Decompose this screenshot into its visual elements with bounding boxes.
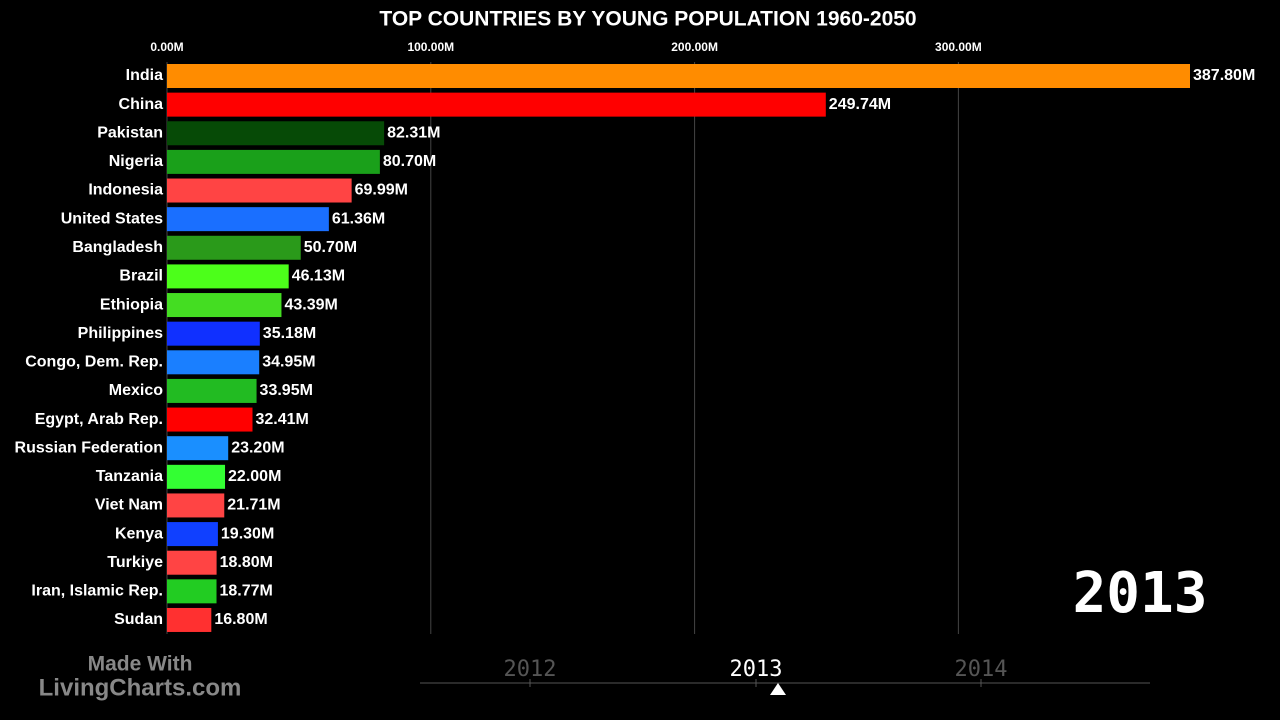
bar bbox=[167, 64, 1190, 88]
bar bbox=[167, 207, 329, 232]
y-tick-label: Iran, Islamic Rep. bbox=[31, 583, 163, 600]
chart-title: TOP COUNTRIES BY YOUNG POPULATION 1960-2… bbox=[379, 8, 916, 31]
y-tick-label: Turkiye bbox=[107, 554, 163, 571]
timeline-label: 2014 bbox=[955, 657, 1008, 682]
value-label: 34.95M bbox=[262, 354, 315, 371]
value-label: 50.70M bbox=[304, 239, 357, 256]
bar bbox=[167, 293, 282, 318]
value-label: 249.74M bbox=[829, 96, 891, 113]
x-tick-label: 100.00M bbox=[407, 40, 454, 54]
value-label: 18.77M bbox=[220, 583, 273, 600]
y-tick-label: Egypt, Arab Rep. bbox=[35, 411, 163, 428]
y-tick-label: Philippines bbox=[78, 325, 163, 342]
y-tick-label: United States bbox=[61, 210, 163, 227]
y-tick-label: Bangladesh bbox=[72, 239, 163, 256]
x-tick-label: 0.00M bbox=[150, 40, 183, 54]
value-label: 82.31M bbox=[387, 124, 440, 141]
bar bbox=[167, 178, 352, 203]
value-label: 35.18M bbox=[263, 325, 316, 342]
bar bbox=[167, 321, 260, 346]
y-tick-label: Nigeria bbox=[109, 153, 163, 170]
bar bbox=[167, 149, 380, 174]
y-tick-label: Congo, Dem. Rep. bbox=[25, 354, 163, 371]
y-tick-label: Indonesia bbox=[88, 182, 163, 199]
bar bbox=[167, 264, 289, 289]
value-label: 69.99M bbox=[355, 182, 408, 199]
bar bbox=[167, 522, 218, 547]
bar bbox=[167, 407, 253, 432]
y-tick-label: Kenya bbox=[115, 525, 163, 542]
value-label: 16.80M bbox=[214, 611, 267, 628]
x-tick-label: 300.00M bbox=[935, 40, 982, 54]
bar bbox=[167, 607, 212, 632]
value-label: 43.39M bbox=[284, 296, 337, 313]
value-label: 32.41M bbox=[255, 411, 308, 428]
value-label: 80.70M bbox=[383, 153, 436, 170]
watermark: Made With bbox=[88, 653, 193, 676]
value-label: 18.80M bbox=[220, 554, 273, 571]
y-tick-label: Ethiopia bbox=[100, 296, 163, 313]
y-tick-label: Brazil bbox=[119, 268, 163, 285]
value-label: 387.80M bbox=[1193, 67, 1255, 84]
bar bbox=[167, 235, 301, 260]
bar bbox=[167, 493, 225, 518]
y-tick-label: Mexico bbox=[109, 382, 163, 399]
watermark: LivingCharts.com bbox=[39, 674, 242, 701]
year-label: 2013 bbox=[1073, 561, 1208, 626]
bar bbox=[167, 579, 217, 604]
y-tick-label: Pakistan bbox=[97, 124, 163, 141]
y-tick-label: Viet Nam bbox=[95, 497, 163, 514]
timeline-label: 2013 bbox=[730, 657, 783, 682]
value-label: 21.71M bbox=[227, 497, 280, 514]
y-tick-label: Tanzania bbox=[96, 468, 163, 485]
bar bbox=[167, 378, 257, 403]
value-label: 33.95M bbox=[260, 382, 313, 399]
value-label: 23.20M bbox=[231, 439, 284, 456]
value-label: 22.00M bbox=[228, 468, 281, 485]
x-tick-label: 200.00M bbox=[671, 40, 718, 54]
y-tick-label: Russian Federation bbox=[15, 439, 163, 456]
bar bbox=[167, 350, 260, 375]
y-tick-label: China bbox=[119, 96, 164, 113]
value-label: 61.36M bbox=[332, 210, 385, 227]
bar bbox=[167, 92, 826, 117]
y-tick-label: India bbox=[126, 67, 163, 84]
bar bbox=[167, 464, 226, 489]
timeline-marker bbox=[770, 683, 786, 695]
bar bbox=[167, 121, 385, 146]
bar bbox=[167, 436, 229, 461]
y-tick-label: Sudan bbox=[114, 611, 163, 628]
value-label: 19.30M bbox=[221, 525, 274, 542]
timeline-label: 2012 bbox=[504, 657, 557, 682]
value-label: 46.13M bbox=[292, 268, 345, 285]
bar bbox=[167, 550, 217, 575]
